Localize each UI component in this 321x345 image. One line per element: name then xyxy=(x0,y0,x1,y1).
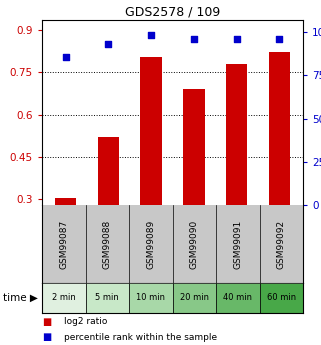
Text: 2 min: 2 min xyxy=(52,294,76,303)
Bar xyxy=(42,283,85,313)
Bar xyxy=(216,283,259,313)
Text: GSM99087: GSM99087 xyxy=(59,219,68,269)
Title: GDS2578 / 109: GDS2578 / 109 xyxy=(125,6,220,19)
Text: GSM99088: GSM99088 xyxy=(103,219,112,269)
Text: ■: ■ xyxy=(42,333,51,343)
Point xyxy=(191,36,196,41)
Bar xyxy=(55,198,76,205)
Text: 40 min: 40 min xyxy=(223,294,252,303)
Text: GSM99091: GSM99091 xyxy=(233,219,242,269)
Text: GSM99092: GSM99092 xyxy=(277,219,286,268)
Text: time ▶: time ▶ xyxy=(3,293,38,303)
Text: GSM99090: GSM99090 xyxy=(190,219,199,269)
Bar xyxy=(183,89,204,205)
Bar xyxy=(269,52,290,205)
Text: log2 ratio: log2 ratio xyxy=(65,317,108,326)
Text: 60 min: 60 min xyxy=(267,294,296,303)
Point xyxy=(149,32,154,38)
Text: GSM99089: GSM99089 xyxy=(146,219,155,269)
Text: percentile rank within the sample: percentile rank within the sample xyxy=(65,333,218,342)
Bar xyxy=(85,283,129,313)
Bar xyxy=(98,137,119,205)
Text: ■: ■ xyxy=(42,317,51,327)
Point xyxy=(63,54,68,60)
Point xyxy=(106,41,111,47)
Bar xyxy=(259,283,303,313)
Point xyxy=(277,36,282,41)
Text: 5 min: 5 min xyxy=(95,294,119,303)
Point xyxy=(234,36,239,41)
Bar xyxy=(140,57,162,205)
Bar xyxy=(172,283,216,313)
Text: 20 min: 20 min xyxy=(180,294,209,303)
Bar xyxy=(129,283,172,313)
Bar xyxy=(226,64,247,205)
Text: 10 min: 10 min xyxy=(136,294,165,303)
